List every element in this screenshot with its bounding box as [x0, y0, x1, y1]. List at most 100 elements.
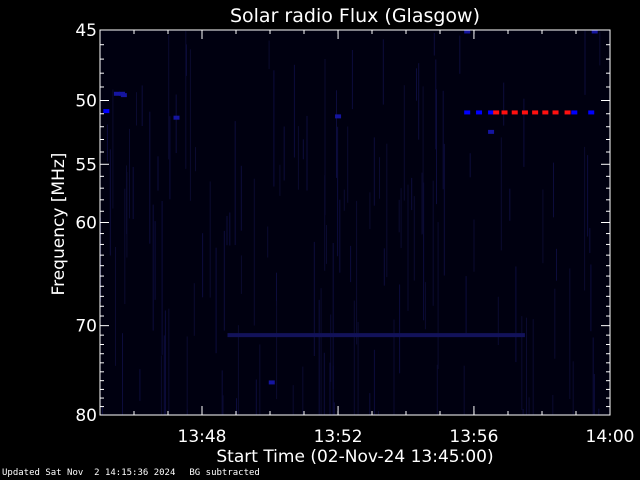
x-tick-label: 14:00 — [586, 427, 635, 447]
noise-streak — [279, 164, 281, 196]
noise-streak — [373, 137, 375, 206]
noise-streak — [326, 241, 327, 264]
noise-streak — [273, 70, 275, 187]
noise-streak — [168, 308, 170, 412]
noise-streak — [590, 264, 592, 332]
noise-streak — [407, 184, 409, 311]
noise-streak — [267, 226, 269, 258]
noise-streak — [101, 406, 103, 415]
noise-streak — [186, 44, 187, 76]
noise-streak — [122, 333, 123, 415]
noise-streak — [115, 247, 116, 366]
noise-streak — [326, 225, 327, 256]
data-point — [588, 110, 595, 115]
noise-streak — [161, 201, 163, 355]
noise-streak — [598, 408, 600, 415]
data-point — [103, 109, 110, 114]
noise-streak — [306, 115, 308, 191]
data-point — [511, 110, 518, 115]
noise-streak — [175, 94, 177, 154]
noise-streak — [473, 219, 475, 272]
noise-streak — [584, 30, 586, 95]
noise-streak — [593, 374, 595, 415]
noise-streak — [523, 98, 525, 167]
noise-streak — [572, 361, 574, 415]
noise-streak — [416, 68, 417, 101]
noise-streak — [589, 228, 591, 253]
noise-streak — [556, 248, 557, 281]
y-tick-label: 50 — [75, 92, 97, 112]
noise-streak — [141, 85, 143, 126]
noise-streak — [324, 175, 326, 271]
noise-streak — [503, 82, 505, 126]
data-point — [591, 29, 598, 34]
noise-streak — [186, 336, 188, 415]
data-point — [488, 129, 495, 134]
noise-streak — [532, 319, 534, 415]
noise-streak — [432, 180, 434, 306]
noise-streak — [240, 255, 242, 294]
band — [227, 333, 525, 338]
noise-streak — [313, 241, 315, 356]
noise-streak — [195, 147, 196, 172]
noise-streak — [528, 397, 530, 415]
noise-streak — [584, 146, 586, 291]
data-point — [493, 110, 500, 115]
noise-streak — [221, 370, 223, 415]
noise-streak — [599, 32, 601, 66]
noise-streak — [569, 268, 571, 399]
noise-streak — [124, 188, 126, 304]
noise-streak — [552, 395, 554, 415]
noise-streak — [435, 59, 437, 150]
noise-streak — [418, 63, 420, 140]
data-point — [532, 110, 539, 115]
noise-streak — [433, 33, 435, 56]
noise-streak — [193, 283, 195, 336]
noise-streak — [215, 247, 217, 354]
noise-streak — [350, 245, 352, 283]
noise-streak — [587, 155, 589, 237]
y-tick-label: 55 — [75, 155, 97, 175]
noise-streak — [276, 272, 277, 306]
data-point — [335, 114, 342, 119]
noise-streak — [424, 282, 426, 330]
noise-streak — [302, 139, 304, 160]
noise-streak — [323, 352, 325, 415]
data-point — [173, 115, 180, 120]
noise-streak — [351, 50, 353, 110]
noise-streak — [234, 121, 236, 246]
noise-streak — [139, 369, 141, 401]
noise-streak — [255, 379, 257, 415]
noise-streak — [378, 411, 379, 415]
noise-streak — [236, 398, 237, 415]
noise-streak — [339, 199, 341, 273]
noise-streak — [129, 128, 130, 219]
noise-streak — [185, 31, 187, 169]
noise-streak — [169, 116, 171, 200]
noise-streak — [149, 111, 151, 244]
noise-streak — [132, 166, 134, 220]
noise-streak — [459, 35, 461, 74]
noise-streak — [336, 90, 337, 178]
noise-streak — [553, 162, 554, 218]
plot-area — [100, 30, 610, 415]
noise-streak — [463, 365, 465, 415]
footer: Updated Sat Nov 2 14:15:36 2024 BG subtra… — [2, 468, 274, 479]
y-tick-label: 45 — [75, 21, 97, 41]
noise-streak — [436, 89, 437, 205]
noise-streak — [324, 59, 326, 216]
noise-streak — [353, 300, 355, 415]
data-point — [113, 91, 120, 96]
noise-streak — [276, 300, 278, 400]
noise-streak — [437, 222, 439, 369]
noise-streak — [268, 40, 270, 70]
x-axis-label: Start Time (02-Nov-24 13:45:00) — [216, 447, 493, 467]
noise-streak — [465, 276, 467, 334]
noise-streak — [222, 395, 224, 415]
noise-streak — [421, 172, 423, 235]
noise-streak — [223, 230, 225, 331]
noise-streak — [329, 362, 331, 415]
noise-streak — [259, 344, 261, 415]
noise-streak — [515, 266, 517, 363]
data-point — [564, 110, 571, 115]
